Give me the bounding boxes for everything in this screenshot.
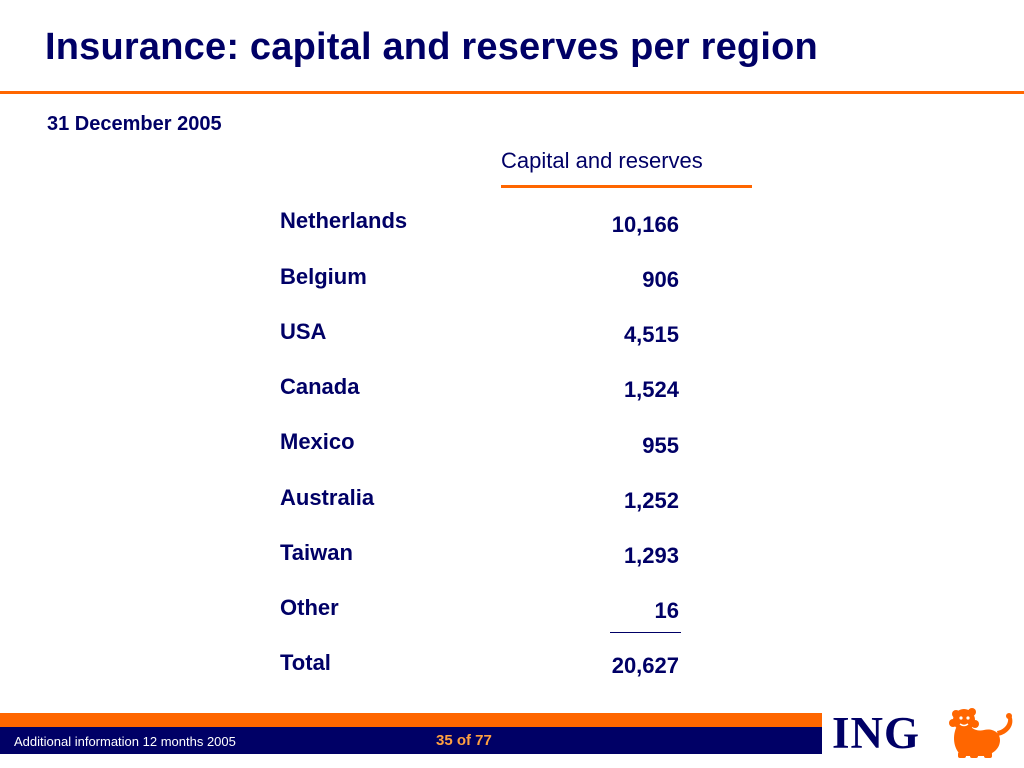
total-divider	[610, 632, 681, 633]
region-value: 906	[642, 267, 679, 292]
region-label: Canada	[280, 374, 360, 399]
title-divider	[0, 91, 1024, 94]
region-label: USA	[280, 319, 327, 344]
region-value: 16	[654, 598, 679, 623]
total-value: 20,627	[611, 653, 679, 678]
region-label: Australia	[280, 485, 375, 510]
region-label: Taiwan	[280, 540, 353, 565]
footer-orange-bar	[0, 713, 822, 727]
logo-wordmark: ING	[832, 708, 921, 758]
region-value: 10,166	[611, 212, 679, 237]
total-label: Total	[280, 650, 331, 675]
region-value: 1,252	[623, 488, 679, 513]
page-number: 35 of 77	[436, 732, 492, 749]
lion-icon	[949, 708, 1013, 758]
column-header-underline	[501, 185, 752, 188]
slide-title: Insurance: capital and reserves per regi…	[45, 26, 818, 68]
column-header: Capital and reserves	[501, 148, 703, 173]
region-label: Netherlands	[280, 208, 408, 233]
ing-logo: ING	[832, 706, 1018, 760]
region-label: Other	[280, 595, 339, 620]
region-label: Belgium	[280, 264, 367, 289]
region-value: 1,524	[623, 377, 679, 402]
report-date: 31 December 2005	[47, 113, 222, 135]
footer-caption: Additional information 12 months 2005	[14, 734, 236, 749]
region-value: 955	[642, 433, 679, 458]
region-value: 4,515	[623, 322, 679, 347]
region-label: Mexico	[280, 429, 355, 454]
footer-navy-bar	[0, 727, 822, 754]
region-value: 1,293	[623, 543, 679, 568]
